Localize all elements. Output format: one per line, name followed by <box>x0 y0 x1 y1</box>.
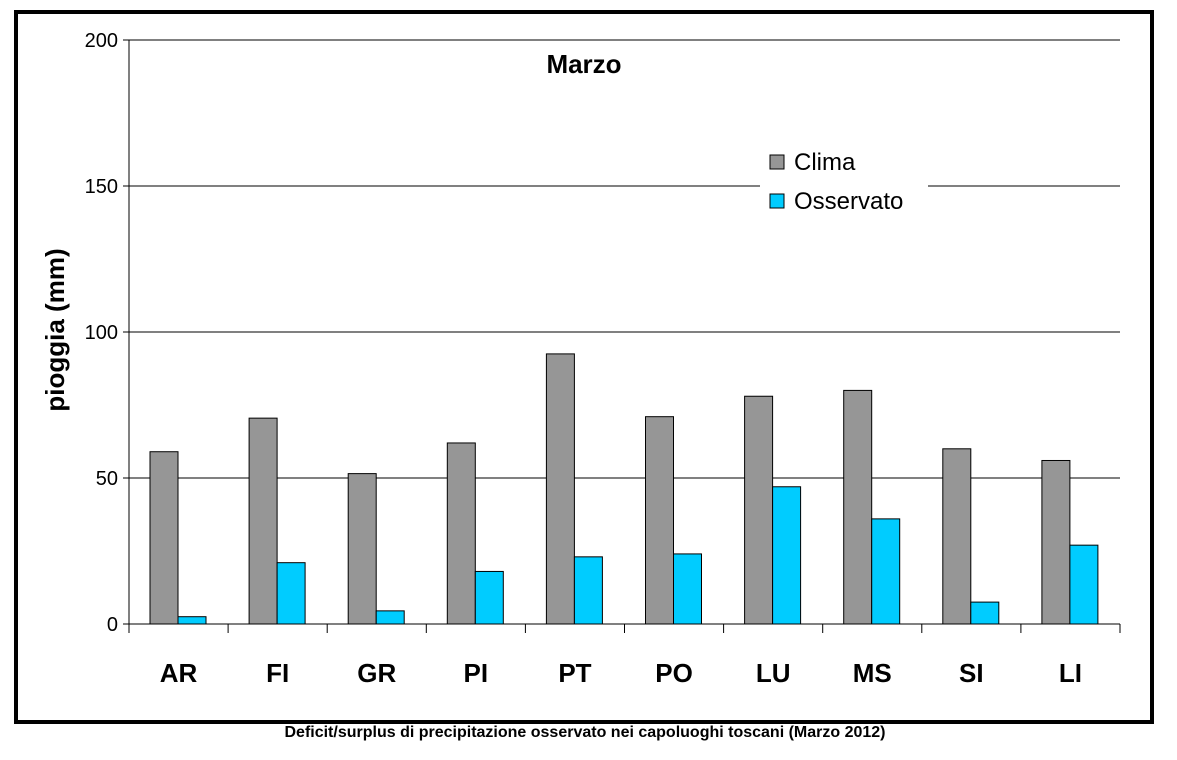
bar-osservato-pt <box>573 556 603 625</box>
x-tick-label: GR <box>357 658 396 688</box>
bar-osservato-fi <box>276 562 306 625</box>
x-tick-label: MS <box>853 658 892 688</box>
bar-clima-po <box>645 416 674 625</box>
bar-osservato-po <box>673 553 702 625</box>
y-tick-label: 150 <box>85 176 118 198</box>
legend-swatch-clima <box>769 154 785 170</box>
y-tick-label: 100 <box>85 322 118 344</box>
bar-clima-ms <box>843 389 873 625</box>
legend-swatch-osservato <box>769 193 785 209</box>
bar-osservato-lu <box>772 486 802 625</box>
bar-osservato-ms <box>871 518 901 625</box>
x-tick-label: LU <box>756 658 791 688</box>
grid-lines <box>129 39 1120 479</box>
bar-clima-gr <box>347 473 377 625</box>
bar-osservato-ar <box>177 616 207 625</box>
axes <box>123 39 1121 633</box>
bar-osservato-gr <box>375 610 405 625</box>
legend-label-clima: Clima <box>794 149 856 176</box>
x-tick-label: LI <box>1059 658 1082 688</box>
legend: Clima Osservato <box>760 140 928 220</box>
bar-clima-li <box>1041 459 1071 625</box>
y-tick-label: 0 <box>107 614 118 636</box>
bar-clima-ar <box>149 451 179 625</box>
x-tick-label: SI <box>959 658 984 688</box>
legend-label-osservato: Osservato <box>794 188 903 215</box>
axis-labels: 0 50 100 150 200 AR FI GR PI PT PO LU MS SI LI <box>85 30 1082 688</box>
bars <box>149 353 1099 625</box>
x-tick-label: PO <box>655 658 693 688</box>
x-tick-label: PT <box>558 658 591 688</box>
bar-osservato-pi <box>474 570 504 625</box>
x-tick-label: FI <box>266 658 289 688</box>
bar-osservato-si <box>970 601 1000 625</box>
bar-clima-lu <box>744 395 774 625</box>
bar-osservato-li <box>1069 544 1099 625</box>
bar-clima-si <box>942 448 972 625</box>
bar-clima-pi <box>446 442 476 625</box>
y-tick-label: 50 <box>96 468 118 490</box>
x-tick-label: PI <box>464 658 489 688</box>
y-axis-label: pioggia (mm) <box>40 248 70 411</box>
legend-background <box>760 140 928 220</box>
bar-clima-pt <box>545 353 575 625</box>
chart-title: Marzo <box>546 49 621 79</box>
x-tick-label: AR <box>160 658 198 688</box>
y-tick-label: 200 <box>85 30 118 52</box>
chart-caption: Deficit/surplus di precipitazione osserv… <box>284 724 886 741</box>
bar-clima-fi <box>248 417 278 625</box>
bar-chart: 0 50 100 150 200 AR FI GR PI PT PO LU MS SI LI Marzo p… <box>40 30 1121 688</box>
